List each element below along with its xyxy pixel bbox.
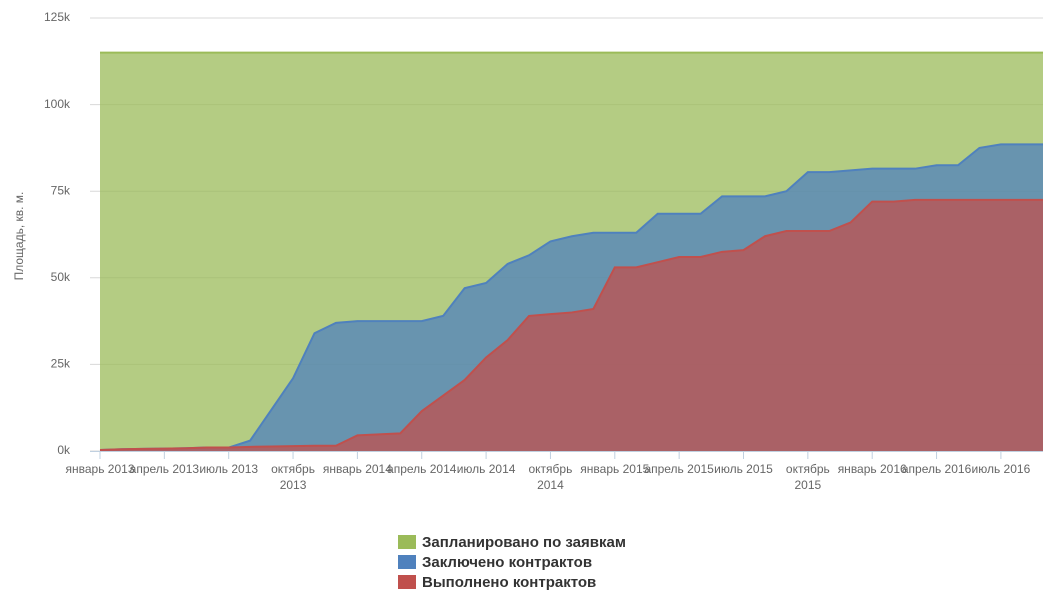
area xyxy=(100,199,1043,451)
legend-label: Запланировано по заявкам xyxy=(422,533,626,551)
legend-swatch xyxy=(398,535,416,549)
x-tick-label: июль 2013 xyxy=(199,462,259,476)
legend-item: Выполнено контрактов xyxy=(398,572,626,591)
x-tick-label: январь 2015 xyxy=(580,462,650,476)
x-tick-label: январь 2013 xyxy=(65,462,135,476)
x-tick-label: октябрь 2013 xyxy=(271,462,315,492)
x-tick-label: июль 2016 xyxy=(971,462,1031,476)
legend-item: Запланировано по заявкам xyxy=(398,532,626,552)
y-tick-label: 50k xyxy=(51,270,71,284)
x-tick-label: апрель 2015 xyxy=(644,462,714,476)
x-tick-label: январь 2014 xyxy=(322,462,392,476)
legend-swatch xyxy=(398,575,416,589)
y-axis-label: Площадь, кв. м. xyxy=(12,192,26,281)
y-tick-label: 100k xyxy=(44,97,71,111)
x-tick-label: октябрь 2014 xyxy=(528,462,573,492)
legend-label: Выполнено контрактов xyxy=(422,573,597,591)
x-tick-label: апрель 2016 xyxy=(901,462,972,476)
y-tick-label: 25k xyxy=(51,357,71,371)
x-tick-label: январь 2016 xyxy=(837,462,907,476)
x-tick-label: апрель 2014 xyxy=(387,462,457,476)
x-tick-label: апрель 2013 xyxy=(129,462,200,476)
legend: Запланировано по заявкам Заключено контра… xyxy=(398,532,626,591)
x-tick-label: октябрь 2015 xyxy=(785,462,830,492)
legend-item: Заключено контрактов xyxy=(398,552,626,572)
area-line xyxy=(99,143,1043,451)
x-tick-label: июль 2015 xyxy=(714,462,773,476)
y-tick-label: 75k xyxy=(51,183,71,197)
area-line xyxy=(99,198,1043,451)
legend-swatch xyxy=(398,555,416,569)
x-tick-label: июль 2014 xyxy=(456,462,516,476)
y-tick-label: 0k xyxy=(57,443,71,457)
legend-label: Заключено контрактов xyxy=(422,553,593,571)
y-tick-label: 125k xyxy=(44,10,71,24)
